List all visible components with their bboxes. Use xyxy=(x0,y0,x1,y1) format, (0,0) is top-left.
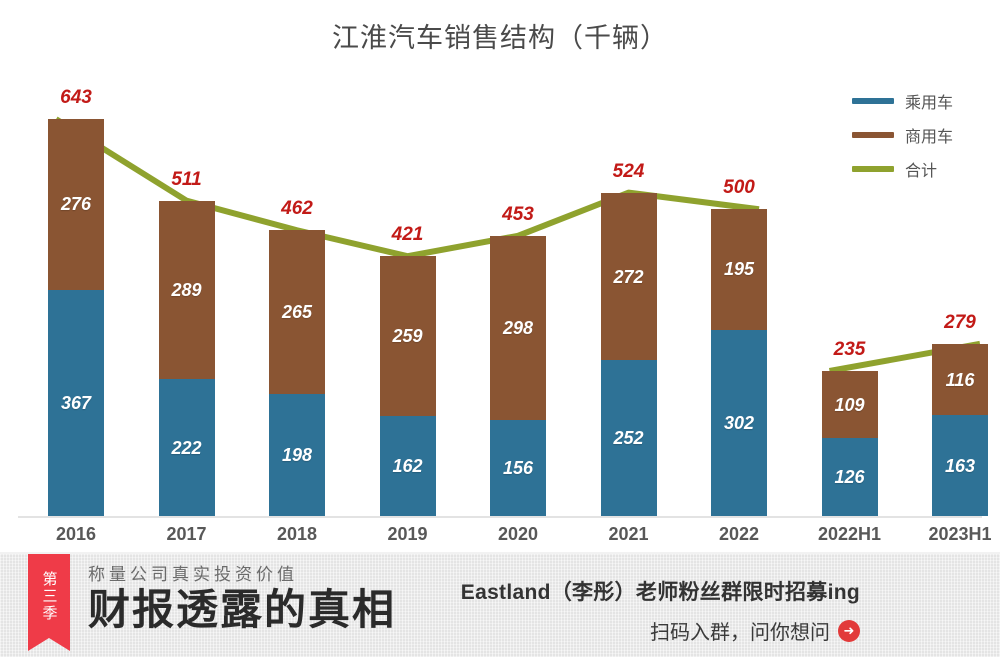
bar-segment-passenger[interactable]: 162 xyxy=(379,416,436,516)
bar-segment-passenger[interactable]: 163 xyxy=(932,415,988,516)
chart-area: 江淮汽车销售结构（千辆） 乘用车 商用车 合计 643 276 367 511 289 2… xyxy=(18,23,992,544)
x-axis-tick-label: 2019 xyxy=(387,524,428,544)
x-axis-tick-label: 2016 xyxy=(55,524,97,544)
bar-segment-passenger[interactable]: 126 xyxy=(821,438,878,516)
page-title: 江淮汽车销售结构（千辆） xyxy=(332,23,668,53)
total-value-label: 421 xyxy=(391,224,424,246)
arrow-right-icon[interactable]: ➜ xyxy=(838,619,860,642)
bar-segment-commercial[interactable]: 289 xyxy=(158,200,215,379)
bar-group[interactable]: 421 259 162 xyxy=(379,225,436,516)
bar-segment-label-commercial: 272 xyxy=(613,266,644,287)
bar-segment-commercial[interactable]: 259 xyxy=(379,256,436,417)
bar-segment-commercial[interactable]: 195 xyxy=(711,209,767,330)
x-axis-tick-label: 2018 xyxy=(276,524,318,544)
bar-segment-label-commercial: 298 xyxy=(502,317,534,338)
bar-segment-label-commercial: 276 xyxy=(60,194,92,215)
total-value-label: 453 xyxy=(502,203,534,225)
bar-segment-label-passenger: 252 xyxy=(613,428,644,449)
bar-segment-label-passenger: 156 xyxy=(502,457,534,478)
bar-segment-label-commercial: 109 xyxy=(834,394,865,415)
bar-group[interactable]: 453 298 156 xyxy=(490,205,546,516)
bar-group[interactable]: 643 276 367 xyxy=(48,88,104,516)
bar-segment-commercial[interactable]: 109 xyxy=(821,370,878,439)
bar-segment-passenger[interactable]: 156 xyxy=(490,419,546,516)
legend-item-total[interactable]: 合计 xyxy=(852,152,992,186)
bar-group[interactable]: 500 195 302 xyxy=(711,178,767,516)
footer-banner: 第三季 称量公司真实投资价值 财报透露的真相 Eastland（李彤）老师粉丝群… xyxy=(0,552,1000,657)
bar-group[interactable]: 524 272 252 xyxy=(600,162,657,516)
bar-segment-label-passenger: 162 xyxy=(392,456,423,477)
bar-segment-commercial[interactable]: 298 xyxy=(490,235,546,420)
bar-segment-label-passenger: 198 xyxy=(281,444,313,465)
total-value-label: 235 xyxy=(833,338,866,360)
bar-segment-label-commercial: 259 xyxy=(392,326,423,347)
brand-name: 财报透露的真相 xyxy=(88,585,397,634)
legend-swatch-commercial xyxy=(852,132,894,138)
legend-label-total: 合计 xyxy=(905,163,938,180)
promo-headline: Eastland（李彤）老师粉丝群限时招募ing xyxy=(460,581,860,604)
bar-segment-label-commercial: 289 xyxy=(171,279,202,300)
legend-item-passenger[interactable]: 乘用车 xyxy=(852,84,992,118)
bar-segment-label-commercial: 116 xyxy=(945,369,975,390)
legend-label-commercial: 商用车 xyxy=(905,129,954,146)
bar-segment-label-passenger: 163 xyxy=(944,455,976,476)
bar-group[interactable]: 462 265 198 xyxy=(269,199,325,516)
bar-segment-commercial[interactable]: 116 xyxy=(932,343,988,416)
legend-label-passenger: 乘用车 xyxy=(905,95,954,112)
total-value-label: 511 xyxy=(171,168,202,190)
total-value-label: 500 xyxy=(723,177,755,199)
season-ribbon-label: 第三季 xyxy=(40,570,58,622)
bar-segment-passenger[interactable]: 302 xyxy=(711,329,767,516)
bar-segment-label-passenger: 302 xyxy=(723,412,755,433)
legend-swatch-total xyxy=(852,166,894,172)
x-axis-line xyxy=(18,516,982,518)
bar-segment-passenger[interactable]: 222 xyxy=(158,379,215,516)
bar-group[interactable]: 235 109 126 xyxy=(821,340,878,516)
bar-segment-passenger[interactable]: 198 xyxy=(269,393,325,516)
x-axis-tick-label: 2023H1 xyxy=(928,524,992,544)
brand-block: 称量公司真实投资价值 财报透露的真相 xyxy=(88,560,396,633)
total-value-label: 279 xyxy=(944,311,976,333)
bar-segment-label-commercial: 265 xyxy=(281,302,313,323)
bar-segment-passenger[interactable]: 252 xyxy=(600,360,657,516)
x-axis-tick-label: 2022 xyxy=(718,524,760,544)
legend-item-commercial[interactable]: 商用车 xyxy=(852,118,992,152)
bar-segment-passenger[interactable]: 367 xyxy=(48,289,104,516)
x-axis-tick-label: 2020 xyxy=(497,524,539,544)
bar-segment-commercial[interactable]: 276 xyxy=(48,119,104,290)
chart-legend: 乘用车 商用车 合计 xyxy=(852,84,992,186)
bar-segment-label-passenger: 367 xyxy=(60,392,92,413)
bar-segment-commercial[interactable]: 265 xyxy=(269,230,325,394)
legend-swatch-passenger xyxy=(852,98,894,104)
bar-segment-label-passenger: 222 xyxy=(171,437,202,458)
total-value-label: 462 xyxy=(281,198,313,220)
promo-subline-row: 扫码入群，问你想问 ➜ xyxy=(400,616,860,645)
brand-tagline: 称量公司真实投资价值 xyxy=(88,565,298,585)
bar-group[interactable]: 511 289 222 xyxy=(158,170,215,516)
promo-block: Eastland（李彤）老师粉丝群限时招募ing 扫码入群，问你想问 ➜ xyxy=(400,576,860,645)
x-axis-tick-label: 2021 xyxy=(608,524,649,544)
total-value-label: 524 xyxy=(612,160,645,182)
bar-segment-label-commercial: 195 xyxy=(723,259,755,280)
bar-group[interactable]: 279 116 163 xyxy=(932,313,988,516)
bar-segment-commercial[interactable]: 272 xyxy=(600,192,657,361)
season-ribbon: 第三季 xyxy=(28,554,70,651)
bar-segment-label-passenger: 126 xyxy=(834,467,865,488)
total-value-label: 643 xyxy=(60,87,92,109)
x-axis-tick-label: 2022H1 xyxy=(817,524,882,544)
promo-subline: 扫码入群，问你想问 xyxy=(650,622,830,644)
x-axis-tick-label: 2017 xyxy=(166,524,207,544)
plot-area: 643 276 367 511 289 222 462 265 198 421 259 162 453 2… xyxy=(18,88,992,544)
